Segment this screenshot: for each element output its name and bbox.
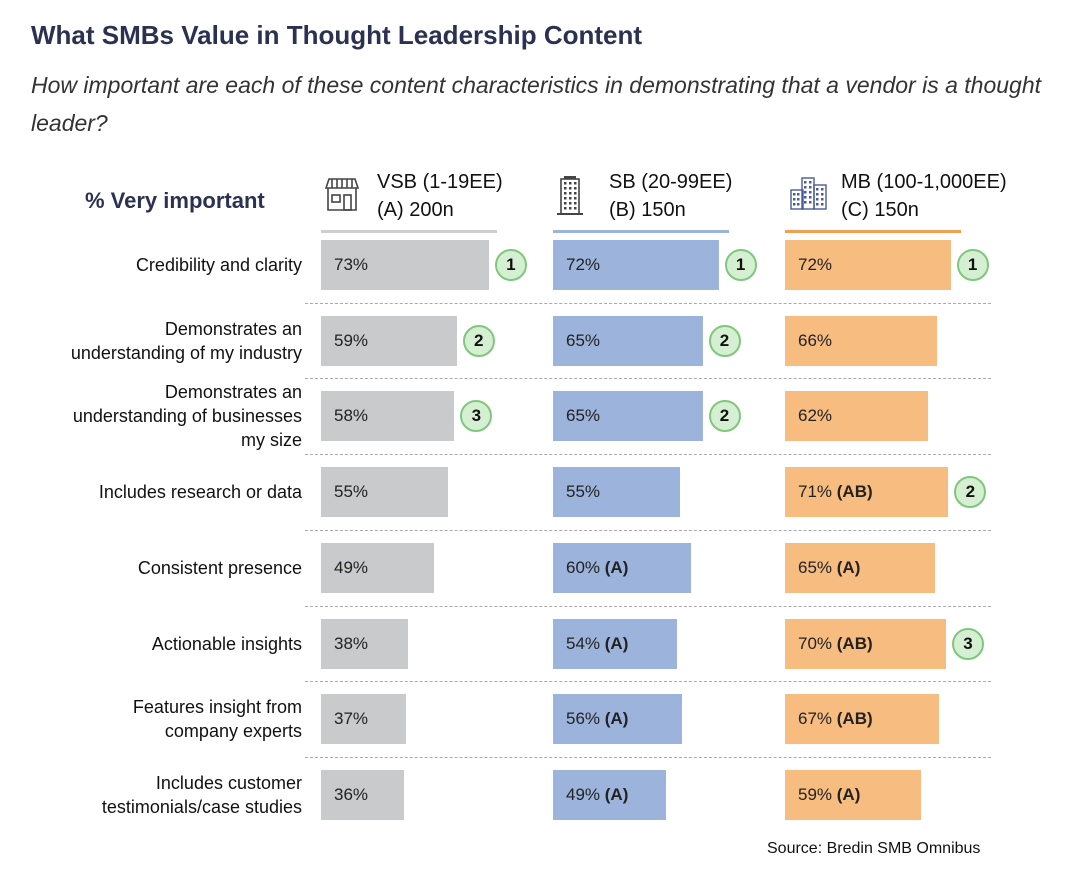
bar	[321, 240, 489, 290]
bar	[321, 391, 455, 442]
bar	[553, 769, 666, 820]
row-divider	[305, 454, 991, 456]
column-underline	[321, 230, 497, 233]
column-header: VSB (1-19EE) (A) 200n	[377, 168, 503, 224]
rank-badge: 3	[952, 627, 984, 660]
category-label: Consistent presence	[137, 557, 302, 578]
bar-value-label: 65% (A)	[798, 557, 861, 577]
chart-title: What SMBs Value in Thought Leadership Co…	[31, 20, 643, 50]
rank-badge: 1	[956, 249, 989, 281]
bar	[785, 467, 949, 518]
rank-badge: 3	[460, 400, 493, 433]
bar	[321, 467, 448, 518]
series-name: SB (20-99EE)	[609, 171, 733, 193]
source-note: Source: Bredin SMB Omnibus	[767, 840, 981, 857]
bar	[785, 391, 928, 442]
category-label: Actionable insights	[151, 633, 302, 654]
bar	[321, 694, 407, 745]
column-header: MB (100-1,000EE) (C) 150n	[841, 168, 1007, 224]
category-label: Demonstrates an understanding of my indus…	[70, 318, 302, 363]
category-label: Features insight from company experts	[132, 697, 302, 742]
bar	[553, 618, 678, 669]
bar-value-label: 72%	[566, 255, 601, 274]
bar-value-label: 49%	[334, 557, 369, 577]
chart-subtitle: How important are each of these content …	[31, 72, 1042, 136]
bar-value-label: 36%	[334, 784, 369, 804]
row-divider	[305, 378, 991, 380]
storefront-icon	[324, 176, 360, 217]
bar	[785, 618, 946, 669]
bar-value-label: 55%	[334, 482, 369, 502]
rank-badge: 2	[954, 476, 987, 509]
bar	[553, 240, 719, 290]
bar-value-label: 59%	[334, 330, 369, 350]
city-buildings-icon	[789, 176, 829, 215]
row-divider	[305, 529, 991, 531]
bar-value-label: 70% (AB)	[798, 633, 873, 653]
bar-value-label: 65%	[566, 330, 601, 350]
bar	[553, 542, 691, 593]
bar	[321, 769, 404, 820]
metric-label: % Very important	[85, 188, 265, 213]
rank-badge: 2	[708, 324, 741, 357]
row-divider	[305, 681, 991, 683]
column-header: SB (20-99EE) (B) 150n	[609, 168, 732, 224]
bar-value-label: 65%	[566, 406, 601, 426]
series-sample: (B) 150n	[609, 199, 686, 221]
bar	[785, 315, 937, 366]
category-label: Demonstrates an understanding of business…	[72, 382, 302, 451]
bar-value-label: 66%	[798, 330, 833, 350]
column-underline	[785, 230, 961, 233]
bar-value-label: 37%	[334, 709, 369, 729]
category-label: Includes research or data	[98, 482, 302, 503]
column-underline	[553, 230, 729, 233]
bar-value-label: 58%	[334, 406, 369, 426]
rank-badge: 2	[708, 400, 741, 433]
bar-value-label: 67% (AB)	[798, 709, 873, 729]
rank-badge: 1	[494, 249, 527, 281]
bar	[321, 542, 434, 593]
bar	[321, 315, 457, 366]
series-sample: (C) 150n	[841, 199, 919, 221]
bar	[553, 315, 703, 366]
series-sample: (A) 200n	[377, 199, 454, 221]
bar-value-label: 72%	[798, 255, 833, 274]
rank-badge: 1	[724, 249, 757, 281]
bar-value-label: 55%	[566, 482, 601, 502]
rank-badge: 2	[462, 324, 495, 357]
series-name: VSB (1-19EE)	[377, 171, 503, 193]
category-label: Includes customer testimonials/case studi…	[101, 772, 302, 817]
bar-value-label: 38%	[334, 633, 369, 653]
bar-value-label: 54% (A)	[566, 633, 629, 653]
bar-value-label: 59% (A)	[798, 784, 861, 804]
bar	[785, 769, 921, 820]
bar-value-label: 62%	[798, 406, 833, 426]
bar	[321, 618, 409, 669]
bar	[785, 694, 940, 745]
bar-value-label: 73%	[334, 255, 369, 274]
bar	[785, 542, 935, 593]
bar	[553, 391, 703, 442]
bar-value-label: 49% (A)	[566, 784, 629, 804]
row-divider	[305, 302, 991, 304]
bar	[553, 467, 680, 518]
series-name: MB (100-1,000EE)	[841, 171, 1007, 193]
office-building-icon	[557, 176, 583, 221]
category-label: Credibility and clarity	[135, 255, 302, 275]
bar-value-label: 71% (AB)	[798, 482, 873, 502]
bar	[553, 694, 682, 745]
bar-value-label: 56% (A)	[566, 709, 629, 729]
row-divider	[305, 756, 991, 758]
bar-value-label: 60% (A)	[566, 557, 629, 577]
bar	[785, 240, 951, 290]
row-divider	[305, 605, 991, 607]
